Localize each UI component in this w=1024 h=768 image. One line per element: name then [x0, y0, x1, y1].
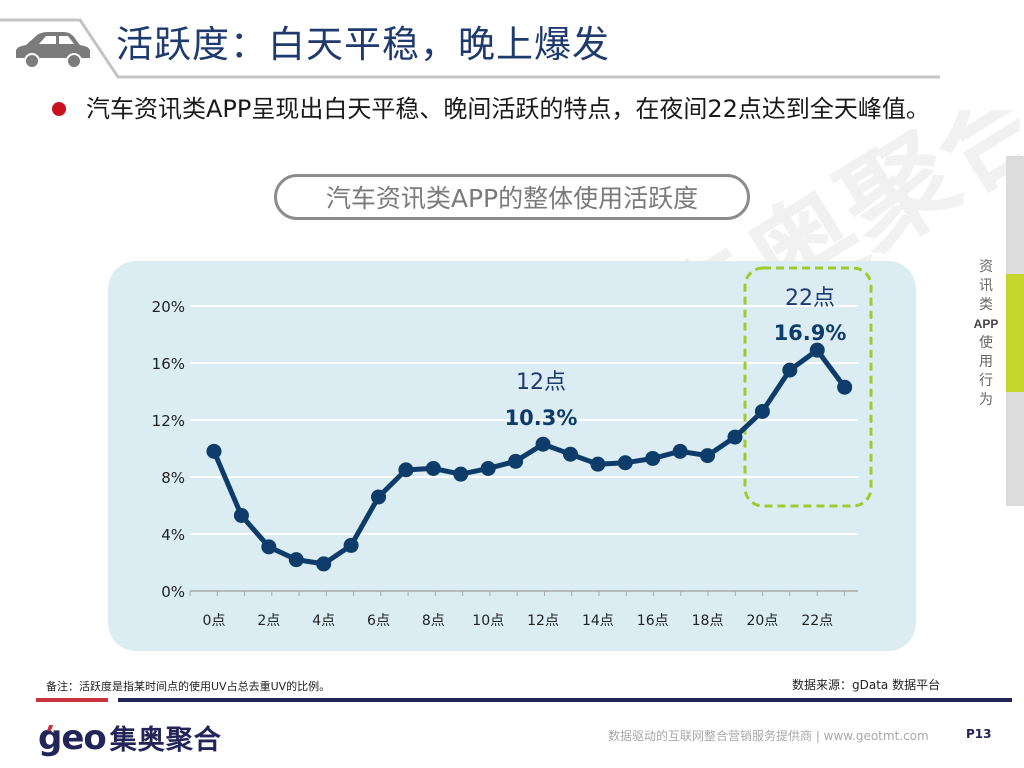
- data-point: [371, 489, 387, 505]
- footnote: 备注：活跃度是指某时间点的使用UV占总去重UV的比例。: [46, 680, 331, 693]
- data-point: [288, 552, 304, 568]
- y-tick-label: 0%: [161, 583, 185, 601]
- bullet-dot-icon: [52, 102, 66, 116]
- y-tick-label: 8%: [161, 469, 185, 487]
- data-point: [316, 556, 332, 572]
- bullet-text: 汽车资讯类APP呈现出白天平稳、晚间活跃的特点，在夜间22点达到全天峰值。: [86, 95, 930, 123]
- x-tick-label: 8点: [422, 613, 445, 629]
- data-point: [343, 537, 359, 553]
- data-source: 数据来源：gData 数据平台: [792, 678, 941, 692]
- data-point: [590, 456, 606, 472]
- side-label-char: 行: [979, 373, 993, 389]
- logo-latin-text: geo: [38, 718, 107, 758]
- x-tick-label: 0点: [203, 613, 226, 629]
- data-point: [782, 362, 798, 378]
- line-chart: 0% 4% 8% 12% 16% 20% 0点 2点 4点 6点 8点 10点 12点 14点 16点 18点…: [152, 266, 873, 629]
- peak-highlight-box: [743, 266, 873, 508]
- slide-header: 活跃度：白天平稳，晚上爆发: [0, 0, 1024, 90]
- y-tick-label: 12%: [152, 412, 185, 430]
- side-tab-active-marker: [1006, 274, 1024, 392]
- data-point: [508, 453, 524, 469]
- data-point: [809, 342, 825, 358]
- annotation-value: 10.3%: [505, 406, 578, 430]
- data-point: [206, 443, 222, 459]
- x-tick-label: 6点: [367, 613, 390, 629]
- x-tick-label: 2点: [257, 613, 280, 629]
- annotation-label: 12点: [516, 370, 566, 395]
- company-tagline: 数据驱动的互联网整合营销服务提供商 | www.geotmt.com: [608, 729, 929, 743]
- data-point: [480, 460, 496, 476]
- x-tick-label: 14点: [582, 613, 614, 629]
- data-point: [535, 436, 551, 452]
- data-point: [837, 379, 853, 395]
- annotation-label: 22点: [785, 286, 835, 311]
- data-point: [453, 466, 469, 482]
- x-tick-label: 12点: [527, 613, 559, 629]
- x-tick-label: 4点: [312, 613, 335, 629]
- data-point: [617, 455, 633, 471]
- y-tick-label: 20%: [152, 298, 185, 316]
- x-tick-label: 20点: [746, 613, 778, 629]
- x-tick-label: 22点: [801, 613, 833, 629]
- side-label-char: 使: [979, 335, 993, 351]
- data-point: [672, 443, 688, 459]
- x-tick-label: 10点: [472, 613, 504, 629]
- logo-chinese: 集奥聚合: [109, 725, 222, 756]
- side-label-char: 资: [979, 259, 993, 275]
- data-point: [233, 507, 249, 523]
- data-point: [700, 448, 716, 464]
- footer-rule-navy: [118, 698, 1012, 702]
- data-point: [727, 429, 743, 445]
- chart-panel: 0% 4% 8% 12% 16% 20% 0点 2点 4点 6点 8点 10点 12点 14点 16点 18点…: [108, 261, 916, 651]
- data-point: [425, 460, 441, 476]
- side-section-label: 资讯类 APP 使用行为: [973, 258, 999, 410]
- x-tick-label: 16点: [637, 613, 669, 629]
- side-label-char: 为: [979, 392, 993, 408]
- footer-rule-red: [36, 698, 108, 702]
- page-title: 活跃度：白天平稳，晚上爆发: [116, 23, 610, 66]
- chart-title: 汽车资讯类APP的整体使用活跃度: [274, 174, 750, 220]
- company-logo: geo 集奥聚合: [38, 718, 222, 757]
- side-label-char: 类: [979, 297, 993, 313]
- annotation-value: 16.9%: [774, 321, 847, 345]
- side-label-char: 用: [979, 354, 993, 370]
- page-number: P13: [966, 727, 992, 741]
- side-label-char: APP: [973, 317, 999, 331]
- side-label-char: 讯: [979, 278, 993, 294]
- x-tick-label: 18点: [692, 613, 724, 629]
- logo-latin: geo: [38, 718, 107, 758]
- y-tick-label: 4%: [161, 526, 185, 544]
- y-tick-label: 16%: [152, 355, 185, 373]
- data-point: [398, 462, 414, 478]
- data-point: [754, 403, 770, 419]
- header-frame: [0, 18, 940, 79]
- data-point: [261, 539, 277, 555]
- data-point: [645, 450, 661, 466]
- car-icon: [16, 32, 90, 69]
- data-point: [562, 446, 578, 462]
